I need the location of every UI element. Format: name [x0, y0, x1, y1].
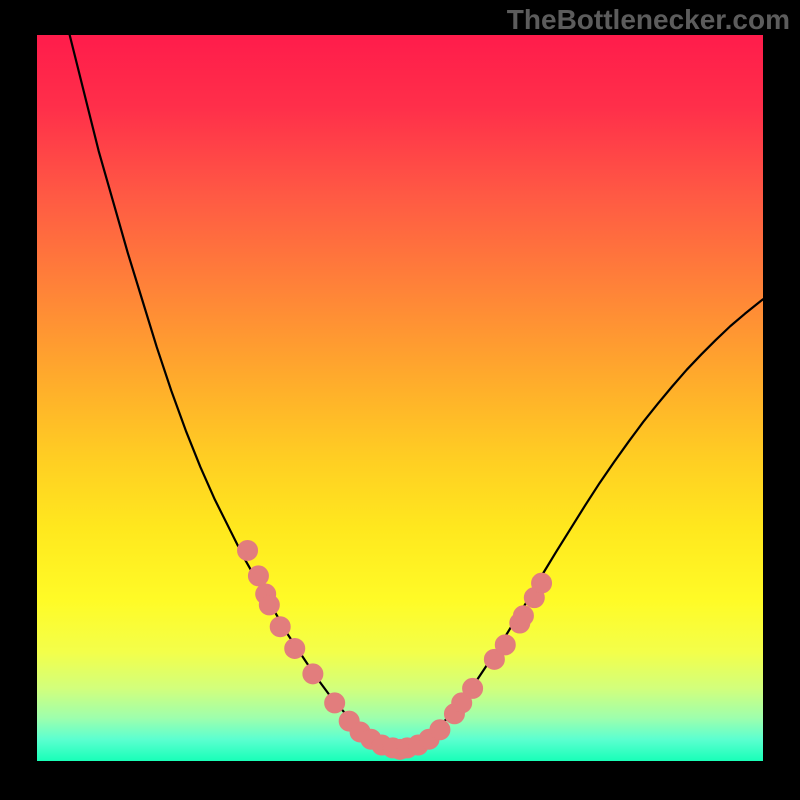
- chart-stage: TheBottlenecker.com: [0, 0, 800, 800]
- plot-gradient-background: [37, 35, 763, 761]
- watermark-text: TheBottlenecker.com: [507, 4, 790, 36]
